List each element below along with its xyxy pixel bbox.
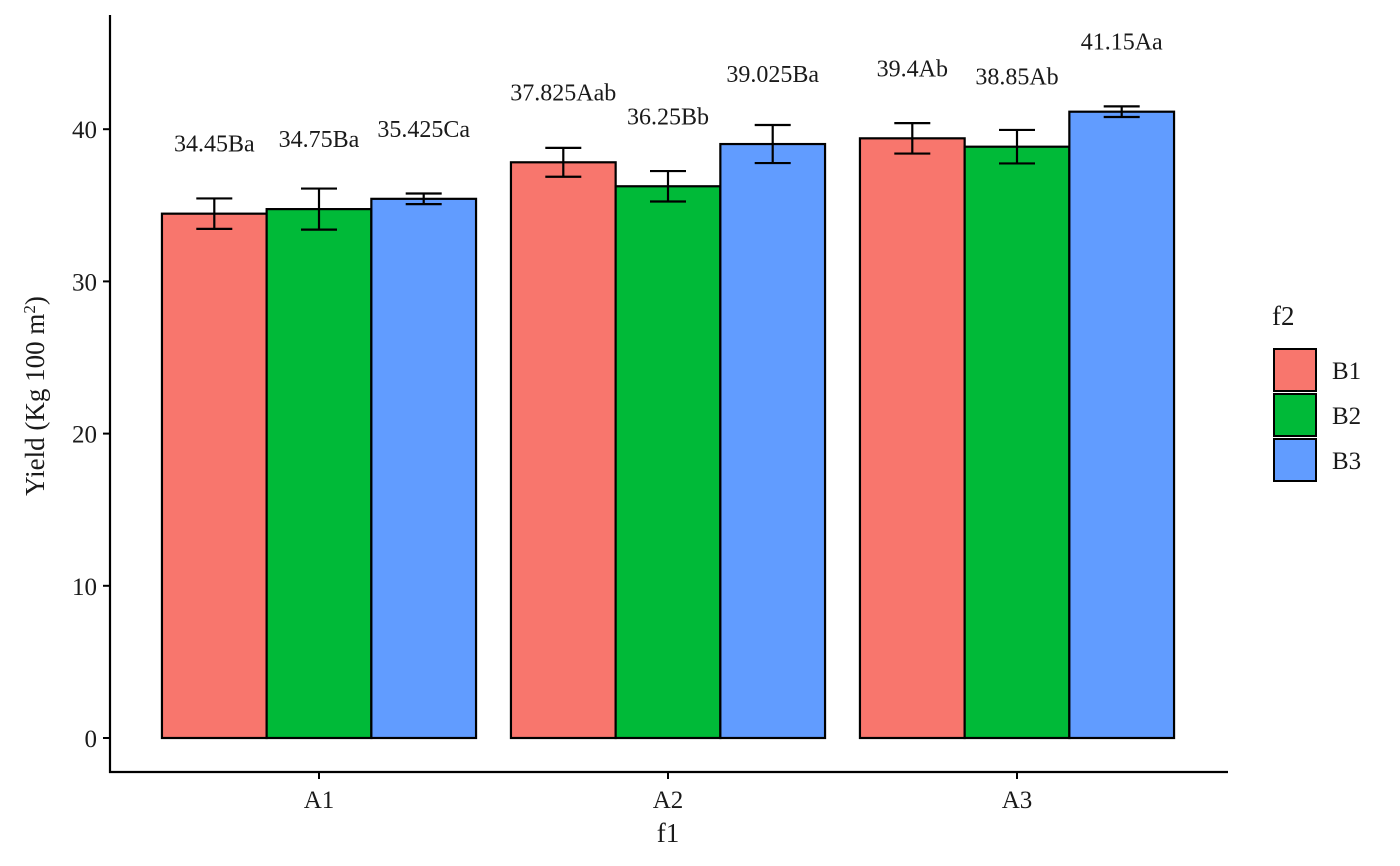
data-labels-layer: 34.45Ba 34.75Ba 35.425Ca 37.825Aab 36.25Bb 39…	[174, 30, 1163, 158]
data-label-A1-B3: 35.425Ca	[377, 117, 470, 143]
bar-A2-B2	[614, 185, 722, 740]
y-tick-label-10: 10	[72, 574, 97, 601]
data-label-A1-B2: 34.75Ba	[279, 127, 360, 153]
legend-item-B1: B1	[1273, 348, 1361, 392]
legend-title: f2	[1272, 301, 1295, 331]
legend-item-B3: B3	[1273, 438, 1361, 482]
x-ticks: A1 A2 A3	[304, 772, 1033, 814]
data-label-A3-B3: 41.15Aa	[1081, 30, 1163, 56]
bar-A3-B1	[858, 137, 966, 740]
legend-key-B2	[1273, 393, 1317, 437]
data-label-A2-B3: 39.025Ba	[726, 62, 819, 88]
legend-label-B3: B3	[1332, 448, 1361, 475]
y-axis-title: Yield (Kg 100 m2)	[20, 296, 50, 496]
y-ticks: 0 10 20 30 40	[72, 117, 110, 753]
data-label-A1-B1: 34.45Ba	[174, 132, 255, 158]
data-label-A2-B1: 37.825Aab	[510, 80, 616, 106]
bar-A3-B3	[1068, 110, 1176, 740]
x-tick-label-A3: A3	[1002, 787, 1033, 814]
data-label-A2-B2: 36.25Bb	[627, 104, 709, 130]
y-axis-title-sup: 2	[20, 305, 39, 314]
error-bar-A1-B2	[301, 187, 337, 231]
legend-key-B1	[1273, 348, 1317, 392]
y-tick-label-0: 0	[85, 726, 98, 753]
legend: B1 B2 B3	[1273, 348, 1361, 482]
bars-layer	[160, 110, 1176, 740]
legend-label-B1: B1	[1332, 358, 1361, 385]
bar-A2-B3	[719, 142, 827, 740]
error-bar-A3-B1	[894, 122, 931, 155]
bar-A1-B3	[370, 197, 478, 740]
error-bar-A1-B3	[405, 192, 442, 206]
error-bar-A3-B2	[999, 128, 1035, 165]
y-axis-title-main: Yield (Kg 100 m	[20, 314, 50, 496]
error-bar-A1-B1	[196, 197, 233, 230]
y-axis-title-end: )	[20, 296, 50, 305]
x-tick-label-A2: A2	[653, 787, 684, 814]
error-bar-A2-B2	[650, 169, 686, 203]
data-label-A3-B2: 38.85Ab	[975, 65, 1058, 91]
error-bar-A2-B3	[754, 123, 791, 165]
y-tick-label-40: 40	[72, 117, 97, 144]
bar-A2-B1	[509, 161, 617, 740]
bar-A1-B1	[160, 212, 268, 740]
bar-A3-B2	[963, 145, 1071, 740]
data-label-A3-B1: 39.4Ab	[877, 56, 948, 82]
y-tick-label-30: 30	[72, 269, 97, 296]
x-axis-title: f1	[657, 818, 680, 848]
y-tick-label-20: 20	[72, 422, 97, 449]
legend-label-B2: B2	[1332, 403, 1361, 430]
x-tick-label-A1: A1	[304, 787, 335, 814]
error-bar-A2-B1	[545, 146, 582, 178]
legend-key-B3	[1273, 438, 1317, 482]
error-bars-layer	[196, 105, 1140, 231]
legend-item-B2: B2	[1273, 393, 1361, 437]
bar-A1-B2	[265, 208, 373, 740]
error-bar-A3-B3	[1103, 105, 1140, 119]
